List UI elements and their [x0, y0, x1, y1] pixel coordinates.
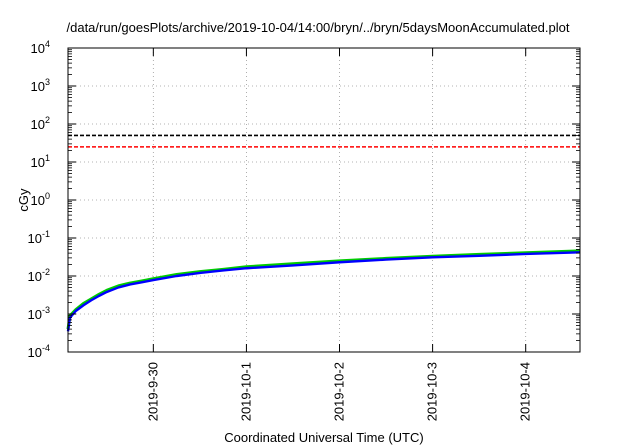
y-tick-base: 10	[28, 307, 42, 322]
y-tick-label: 101	[31, 153, 50, 170]
y-tick-exponent: 4	[45, 39, 50, 49]
series-line	[66, 251, 581, 332]
x-axis-label: Coordinated Universal Time (UTC)	[224, 430, 423, 445]
y-axis-label: cGy	[16, 188, 31, 212]
y-tick-label: 104	[31, 39, 50, 56]
y-tick-exponent: 2	[45, 115, 50, 125]
y-tick-exponent: -3	[42, 305, 50, 315]
x-tick-labels: 2019-9-30 2019-10-1 2019-10-2 2019-10-3 2019…	[145, 362, 532, 421]
x-tick-label: 2019-10-4	[518, 362, 533, 421]
y-tick-base: 10	[28, 269, 42, 284]
y-tick-exponent: -1	[42, 229, 50, 239]
y-tick-label: 10-4	[28, 343, 50, 360]
y-tick-base: 10	[31, 193, 45, 208]
y-tick-base: 10	[31, 41, 45, 56]
chart-title: /data/run/goesPlots/archive/2019-10-04/1…	[67, 20, 570, 35]
y-tick-label: 10-2	[28, 267, 50, 284]
y-tick-label: 103	[31, 77, 50, 94]
series-lines	[66, 249, 581, 332]
y-tick-base: 10	[31, 155, 45, 170]
y-tick-label: 102	[31, 115, 50, 132]
y-tick-label: 10-3	[28, 305, 50, 322]
x-tick-label: 2019-10-3	[425, 362, 440, 421]
y-tick-base: 10	[28, 345, 42, 360]
axis-ticks	[68, 47, 580, 353]
y-tick-exponent: 1	[45, 153, 50, 163]
x-tick-label: 2019-10-2	[332, 362, 347, 421]
x-tick-label: 2019-10-1	[238, 362, 253, 421]
y-tick-exponent: -4	[42, 343, 50, 353]
y-tick-label: 10-1	[28, 229, 50, 246]
y-tick-exponent: -2	[42, 267, 50, 277]
y-tick-base: 10	[31, 79, 45, 94]
y-tick-base: 10	[31, 117, 45, 132]
y-tick-base: 10	[28, 231, 42, 246]
y-tick-label: 100	[31, 191, 50, 208]
y-tick-exponent: 0	[45, 191, 50, 201]
y-tick-exponent: 3	[45, 77, 50, 87]
x-tick-label: 2019-9-30	[145, 362, 160, 421]
threshold-lines	[68, 134, 580, 148]
grid-lines	[68, 48, 580, 352]
